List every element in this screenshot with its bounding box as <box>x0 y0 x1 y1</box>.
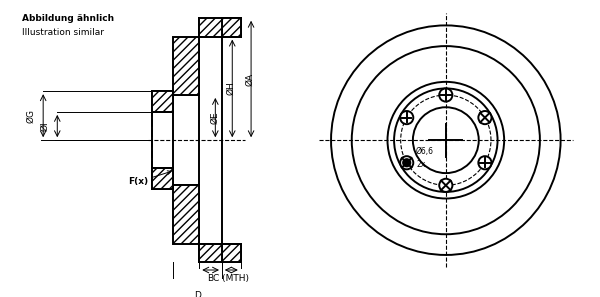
Polygon shape <box>222 244 241 263</box>
Text: 2x: 2x <box>416 159 425 168</box>
Polygon shape <box>152 91 173 112</box>
Text: ØA: ØA <box>245 72 254 86</box>
Text: ØE: ØE <box>210 111 219 124</box>
Polygon shape <box>173 185 199 244</box>
Circle shape <box>403 159 410 166</box>
Circle shape <box>400 156 413 169</box>
Circle shape <box>439 179 452 192</box>
Circle shape <box>400 111 413 124</box>
Circle shape <box>478 111 491 124</box>
Text: Ø6,6: Ø6,6 <box>415 147 433 156</box>
Text: F(x): F(x) <box>128 171 171 187</box>
Circle shape <box>439 89 452 102</box>
Polygon shape <box>222 18 241 37</box>
Polygon shape <box>173 37 199 95</box>
Polygon shape <box>152 168 173 189</box>
Circle shape <box>478 156 491 169</box>
Bar <box>404 160 409 165</box>
Text: ØG: ØG <box>26 109 35 123</box>
Text: ØI: ØI <box>41 121 50 131</box>
Text: B: B <box>208 274 214 283</box>
Text: ØH: ØH <box>227 82 236 95</box>
Text: D: D <box>194 291 201 297</box>
Polygon shape <box>199 244 222 263</box>
Text: Illustration similar: Illustration similar <box>22 28 104 37</box>
Polygon shape <box>199 18 222 37</box>
Text: Abbildung ähnlich: Abbildung ähnlich <box>22 14 115 23</box>
Text: C (MTH): C (MTH) <box>214 274 250 283</box>
